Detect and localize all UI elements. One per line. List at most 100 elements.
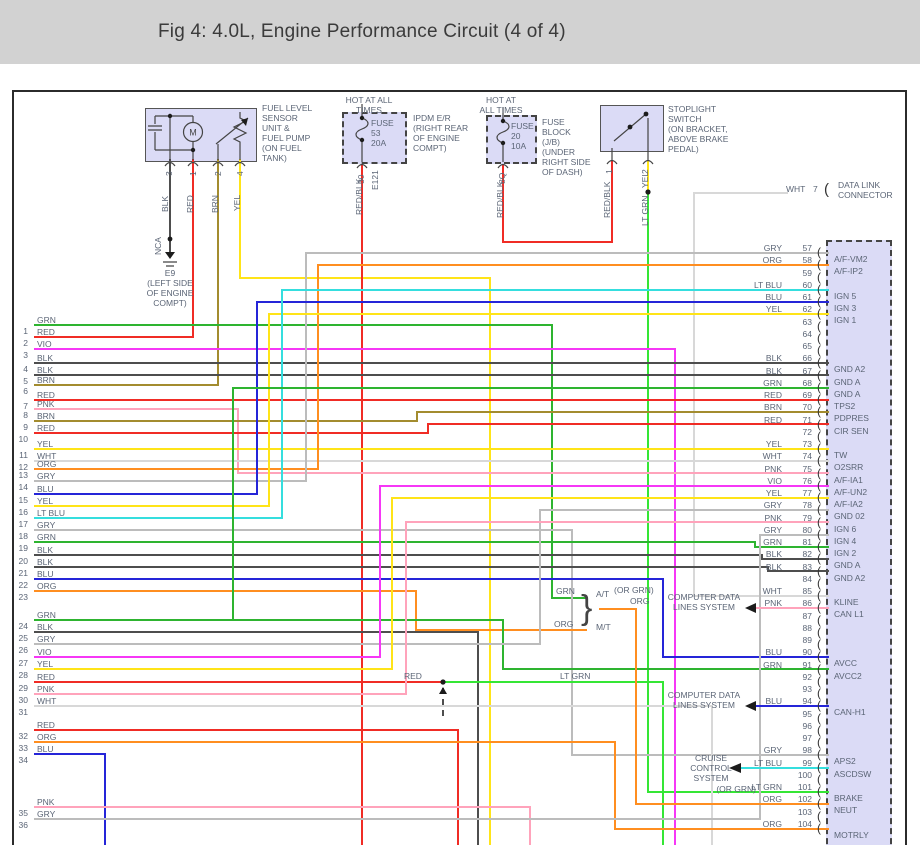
- ecm-pin-bracket: (: [817, 539, 821, 553]
- ecm-pin-number: 67: [802, 366, 812, 376]
- ecm-pin-bracket: (: [817, 760, 821, 774]
- left-wire-color-label: VIO: [37, 339, 52, 349]
- label: M/T: [596, 622, 611, 632]
- label: LT GRN: [640, 195, 650, 226]
- left-wire-color-label: WHT: [37, 696, 57, 706]
- left-wire-number: 16: [18, 507, 28, 517]
- ecm-pin-name: A/F-IP2: [834, 266, 863, 276]
- fuel-pump-box: [145, 108, 257, 162]
- ecm-pin-number: 78: [802, 500, 812, 510]
- ecm-pin-number: 57: [802, 243, 812, 253]
- ecm-pin-bracket: (: [817, 270, 821, 284]
- ecm-pin-bracket: (: [817, 392, 821, 406]
- ecm-pin-wire-color: GRY: [763, 500, 782, 510]
- left-wire-number: 28: [18, 670, 28, 680]
- ecm-pin-number: 63: [802, 317, 812, 327]
- ecm-pin-bracket: (: [817, 515, 821, 529]
- wire-segment: [34, 493, 258, 495]
- wire-segment: [635, 608, 637, 805]
- ecm-pin-bracket: (: [817, 319, 821, 333]
- ecm-pin-wire-color: YEL: [765, 488, 782, 498]
- wire-segment: [614, 828, 829, 830]
- ecm-pin-number: 103: [797, 807, 812, 817]
- ecm-pin-name: ASCDSW: [834, 769, 872, 779]
- ecm-pin-wire-color: GRY: [763, 745, 782, 755]
- ecm-pin-number: 90: [802, 647, 812, 657]
- left-wire-color-label: BLK: [37, 545, 54, 555]
- wire-segment: [502, 241, 613, 243]
- wire-segment: [239, 159, 241, 279]
- left-wire-number: 32: [18, 731, 28, 741]
- label: BLK: [160, 195, 170, 212]
- wire-segment: [232, 387, 829, 389]
- ecm-pin-name: O2SRR: [834, 462, 864, 472]
- ecm-pin-wire-color: BLK: [765, 366, 782, 376]
- ecm-pin-wire-color: BLU: [765, 292, 782, 302]
- ecm-pin-wire-color: GRN: [763, 537, 782, 547]
- wire-segment: [34, 362, 829, 364]
- ecm-pin-name: IGN 5: [834, 291, 857, 301]
- ecm-pin-wire-color: VIO: [767, 476, 782, 486]
- left-wire-color-label: YEL: [37, 496, 54, 506]
- left-wire-number: 21: [18, 568, 28, 578]
- ecm-pin-number: 101: [797, 782, 812, 792]
- left-wire-number: 1: [23, 326, 28, 336]
- wire-segment: [753, 607, 829, 609]
- e9-ground-arrow: [165, 252, 175, 259]
- ecm-pin-name: GND 02: [834, 511, 865, 521]
- ecm-connector-box: [826, 240, 892, 845]
- ecm-pin-name: PDPRES: [834, 413, 869, 423]
- ecm-pin-wire-color: BLU: [765, 647, 782, 657]
- ecm-pin-bracket: (: [817, 637, 821, 651]
- diagram-border-right: [905, 90, 907, 845]
- wire-segment: [442, 681, 664, 683]
- ecm-pin-wire-color: YEL: [765, 304, 782, 314]
- ecm-pin-bracket: (: [817, 551, 821, 565]
- wire-segment: [34, 631, 479, 633]
- wire-segment: [502, 164, 504, 243]
- label: RED/BLK: [495, 181, 505, 218]
- left-wire-number: 35: [18, 808, 28, 818]
- wire-segment: [34, 619, 504, 621]
- ecm-pin-wire-color: LT BLU: [753, 758, 782, 768]
- label: RED: [404, 671, 422, 681]
- label: (OR GRN): [614, 585, 654, 595]
- wire-segment: [502, 668, 829, 670]
- ecm-pin-number: 89: [802, 635, 812, 645]
- label: 1: [188, 171, 198, 176]
- label: GRN: [556, 586, 575, 596]
- wire-segment: [662, 681, 664, 845]
- wire-segment: [635, 803, 829, 805]
- ecm-pin-bracket: (: [817, 747, 821, 761]
- ecm-pin-name: A/F-IA1: [834, 475, 863, 485]
- label: RED/BLK: [354, 178, 364, 215]
- label: RED/BLK: [602, 181, 612, 218]
- wire-segment: [674, 348, 676, 845]
- ecm-pin-number: 75: [802, 464, 812, 474]
- left-wire-number: 22: [18, 580, 28, 590]
- left-wire-color-label: BRN: [37, 411, 55, 421]
- left-wire-number: 20: [18, 556, 28, 566]
- ecm-pin-bracket: (: [817, 662, 821, 676]
- left-wire-number: 24: [18, 621, 28, 631]
- ecm-pin-bracket: (: [817, 245, 821, 259]
- ecm-pin-wire-color: GRN: [763, 660, 782, 670]
- wire-segment: [662, 656, 829, 658]
- label: (: [824, 181, 829, 198]
- wire-segment: [34, 643, 541, 645]
- wire-segment: [34, 529, 573, 531]
- ecm-pin-number: 59: [802, 268, 812, 278]
- ecm-pin-wire-color: GRN: [763, 378, 782, 388]
- ecm-pin-wire-color: PNK: [764, 464, 782, 474]
- wire-segment: [34, 420, 418, 422]
- ecm-pin-bracket: (: [817, 368, 821, 382]
- wire-segment: [529, 806, 531, 845]
- ecm-pin-bracket: (: [817, 674, 821, 688]
- left-wire-color-label: BRN: [37, 375, 55, 385]
- wire-segment: [754, 541, 756, 548]
- ecm-pin-number: 85: [802, 586, 812, 596]
- left-wire-color-label: GRN: [37, 315, 56, 325]
- left-wire-number: 17: [18, 519, 28, 529]
- ecm-pin-wire-color: PNK: [764, 513, 782, 523]
- wire-segment: [379, 485, 381, 658]
